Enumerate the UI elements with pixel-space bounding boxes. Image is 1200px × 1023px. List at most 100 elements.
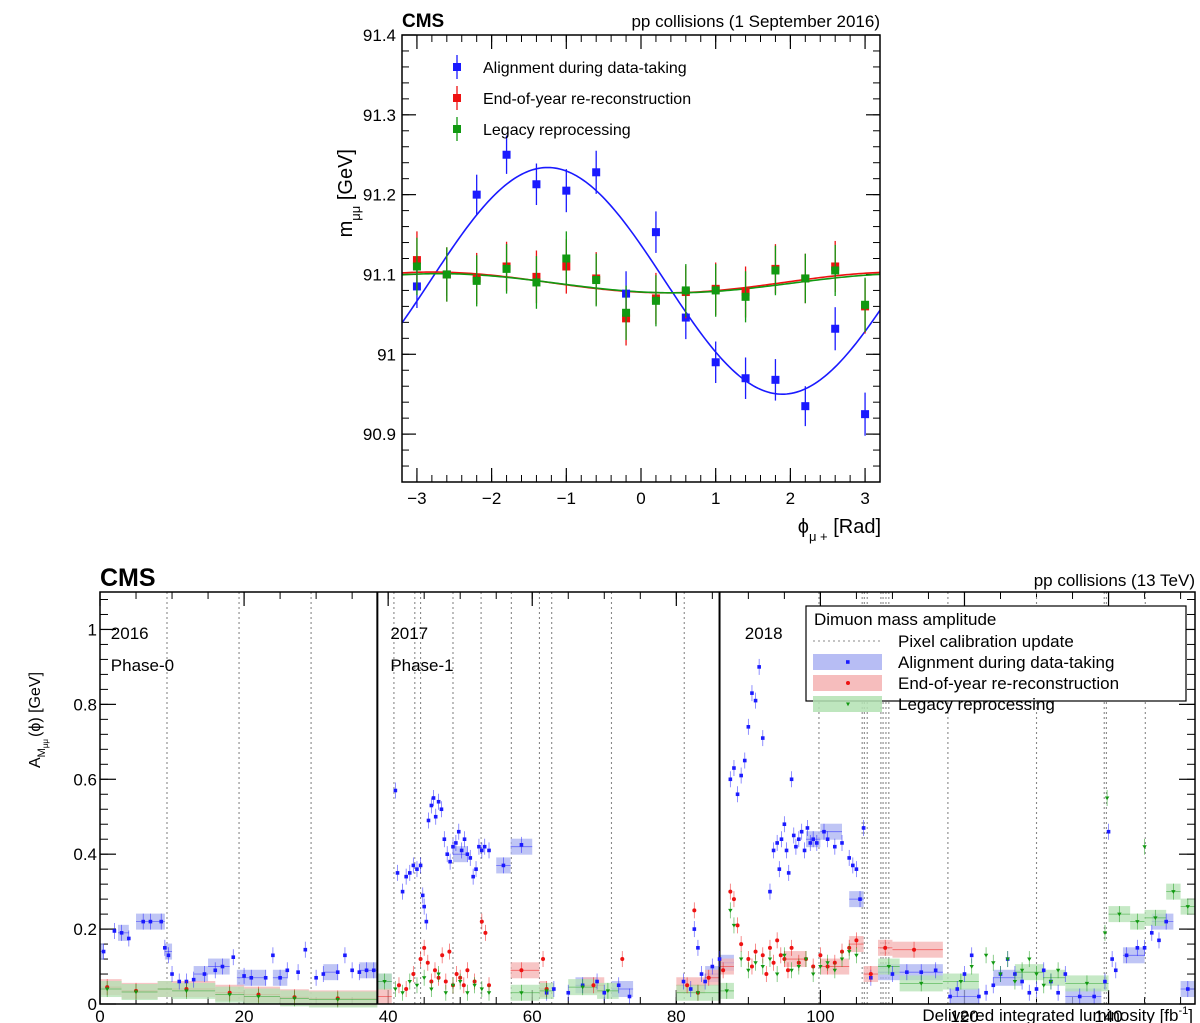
bottom-data-point bbox=[695, 991, 701, 995]
top-data-point bbox=[562, 186, 571, 195]
bottom-y-axis-unit: (ϕ) [GeV] bbox=[27, 672, 44, 737]
bottom-data-point bbox=[395, 871, 400, 875]
bottom-data-point bbox=[1055, 968, 1061, 973]
top-data-point bbox=[771, 266, 780, 275]
bottom-data-point bbox=[456, 829, 461, 834]
bottom-data-point bbox=[480, 848, 484, 853]
bottom-data-point bbox=[166, 953, 171, 958]
bottom-data-point bbox=[459, 848, 464, 853]
bottom-data-point bbox=[696, 946, 700, 950]
bottom-data-point bbox=[789, 968, 794, 973]
bottom-data-point bbox=[1153, 916, 1158, 921]
bottom-data-point bbox=[454, 841, 458, 845]
bottom-uncertainty-bands bbox=[100, 823, 1195, 1008]
bottom-data-point bbox=[962, 972, 967, 976]
bottom-data-point bbox=[796, 837, 801, 841]
bottom-data-point bbox=[742, 758, 747, 763]
bottom-data-point bbox=[465, 968, 470, 973]
bottom-data-point bbox=[764, 972, 769, 977]
bottom-x-tick-label: 60 bbox=[523, 1007, 542, 1023]
bottom-data-point bbox=[227, 993, 232, 997]
bottom-data-point bbox=[1104, 796, 1110, 801]
bottom-legend-label: Alignment during data-taking bbox=[898, 653, 1114, 672]
bottom-data-point bbox=[919, 981, 924, 986]
bottom-data-point bbox=[465, 991, 470, 995]
bottom-data-point bbox=[429, 803, 434, 808]
bottom-data-point bbox=[1019, 968, 1025, 973]
bottom-data-point bbox=[357, 970, 362, 974]
bottom-data-point bbox=[424, 919, 429, 924]
bottom-data-point bbox=[1103, 979, 1107, 984]
bottom-data-point bbox=[202, 972, 207, 976]
bottom-data-point bbox=[746, 968, 751, 973]
bottom-data-point bbox=[472, 983, 477, 988]
bottom-data-point bbox=[411, 972, 416, 977]
bottom-data-point bbox=[278, 975, 282, 980]
bottom-data-point bbox=[451, 844, 455, 849]
bottom-data-point bbox=[868, 972, 873, 977]
top-fit-curve bbox=[401, 166, 881, 396]
pixel-calibration-lines bbox=[166, 592, 1146, 1004]
bottom-data-point bbox=[431, 796, 436, 800]
bottom-y-tick-label: 0 bbox=[88, 995, 97, 1014]
bottom-data-point bbox=[983, 953, 989, 958]
bottom-data-point bbox=[782, 953, 787, 958]
bottom-data-point bbox=[1012, 980, 1018, 984]
bottom-data-point bbox=[231, 955, 236, 959]
top-data-point bbox=[861, 410, 870, 419]
bottom-legend-calibration-label: Pixel calibration update bbox=[898, 632, 1074, 651]
bottom-data-point bbox=[749, 964, 754, 969]
bottom-data-point bbox=[685, 983, 690, 988]
bottom-data-point bbox=[461, 983, 466, 988]
top-legend-marker bbox=[453, 63, 461, 71]
bottom-data-point bbox=[724, 989, 729, 994]
bottom-data-point bbox=[393, 987, 398, 992]
bottom-data-point bbox=[760, 736, 765, 740]
year-label: 2018 bbox=[745, 624, 783, 643]
bottom-data-point bbox=[728, 908, 733, 913]
bottom-data-point bbox=[991, 961, 996, 965]
bottom-x-axis-label: Delivered integrated luminosity [fb-1] bbox=[922, 1005, 1193, 1023]
year-label: Phase-1 bbox=[390, 656, 453, 675]
year-label: 2017 bbox=[390, 624, 428, 643]
top-fit-curve bbox=[401, 272, 881, 294]
bottom-data-point bbox=[414, 983, 420, 988]
top-y-axis-label: mμμ [GeV] bbox=[335, 149, 363, 237]
bottom-legend-marker bbox=[846, 702, 850, 707]
top-y-axis-symbol: m bbox=[335, 221, 357, 238]
top-legend-label: Legacy reprocessing bbox=[483, 122, 631, 139]
bottom-data-point bbox=[418, 957, 423, 962]
bottom-x-tick-label: 140 bbox=[1094, 1007, 1122, 1023]
bottom-data-point bbox=[969, 965, 974, 969]
top-data-point bbox=[592, 276, 601, 285]
bottom-x-axis-text: Delivered integrated luminosity [fb bbox=[922, 1006, 1178, 1023]
top-x-tick-label: 0 bbox=[636, 489, 645, 508]
top-data-point bbox=[502, 264, 511, 273]
bottom-data-point bbox=[728, 889, 733, 894]
bottom-data-point bbox=[706, 975, 711, 980]
year-label: 2016 bbox=[111, 624, 149, 643]
bottom-x-axis-superscript: -1 bbox=[1178, 1005, 1188, 1017]
bottom-data-point bbox=[746, 957, 751, 962]
bottom-data-point bbox=[767, 957, 773, 962]
bottom-legend-title: Dimuon mass amplitude bbox=[814, 610, 996, 629]
bottom-data-point bbox=[802, 848, 807, 853]
bottom-data-point bbox=[566, 990, 571, 995]
bottom-data-point bbox=[818, 953, 823, 958]
top-x-tick-label: −3 bbox=[407, 489, 426, 508]
bottom-data-point bbox=[782, 822, 787, 827]
top-y-axis-subscript: μμ bbox=[348, 206, 363, 221]
top-data-point bbox=[651, 296, 660, 305]
bottom-x-tick-label: 100 bbox=[806, 1007, 834, 1023]
year-boundaries: 2016 Phase-0 2017 Phase-1 2018 bbox=[111, 592, 783, 1004]
bottom-y-tick-label: 0.8 bbox=[73, 695, 97, 714]
bottom-data-point bbox=[832, 968, 838, 973]
bottom-data-point bbox=[396, 983, 401, 988]
top-x-tick-label: 3 bbox=[860, 489, 869, 508]
bottom-x-tick-label: 0 bbox=[95, 1007, 104, 1023]
bottom-data-point bbox=[919, 970, 924, 974]
bottom-data-point bbox=[753, 961, 758, 965]
bottom-data-point bbox=[477, 844, 481, 849]
bottom-data-point bbox=[148, 919, 153, 924]
bottom-data-point bbox=[445, 852, 450, 856]
